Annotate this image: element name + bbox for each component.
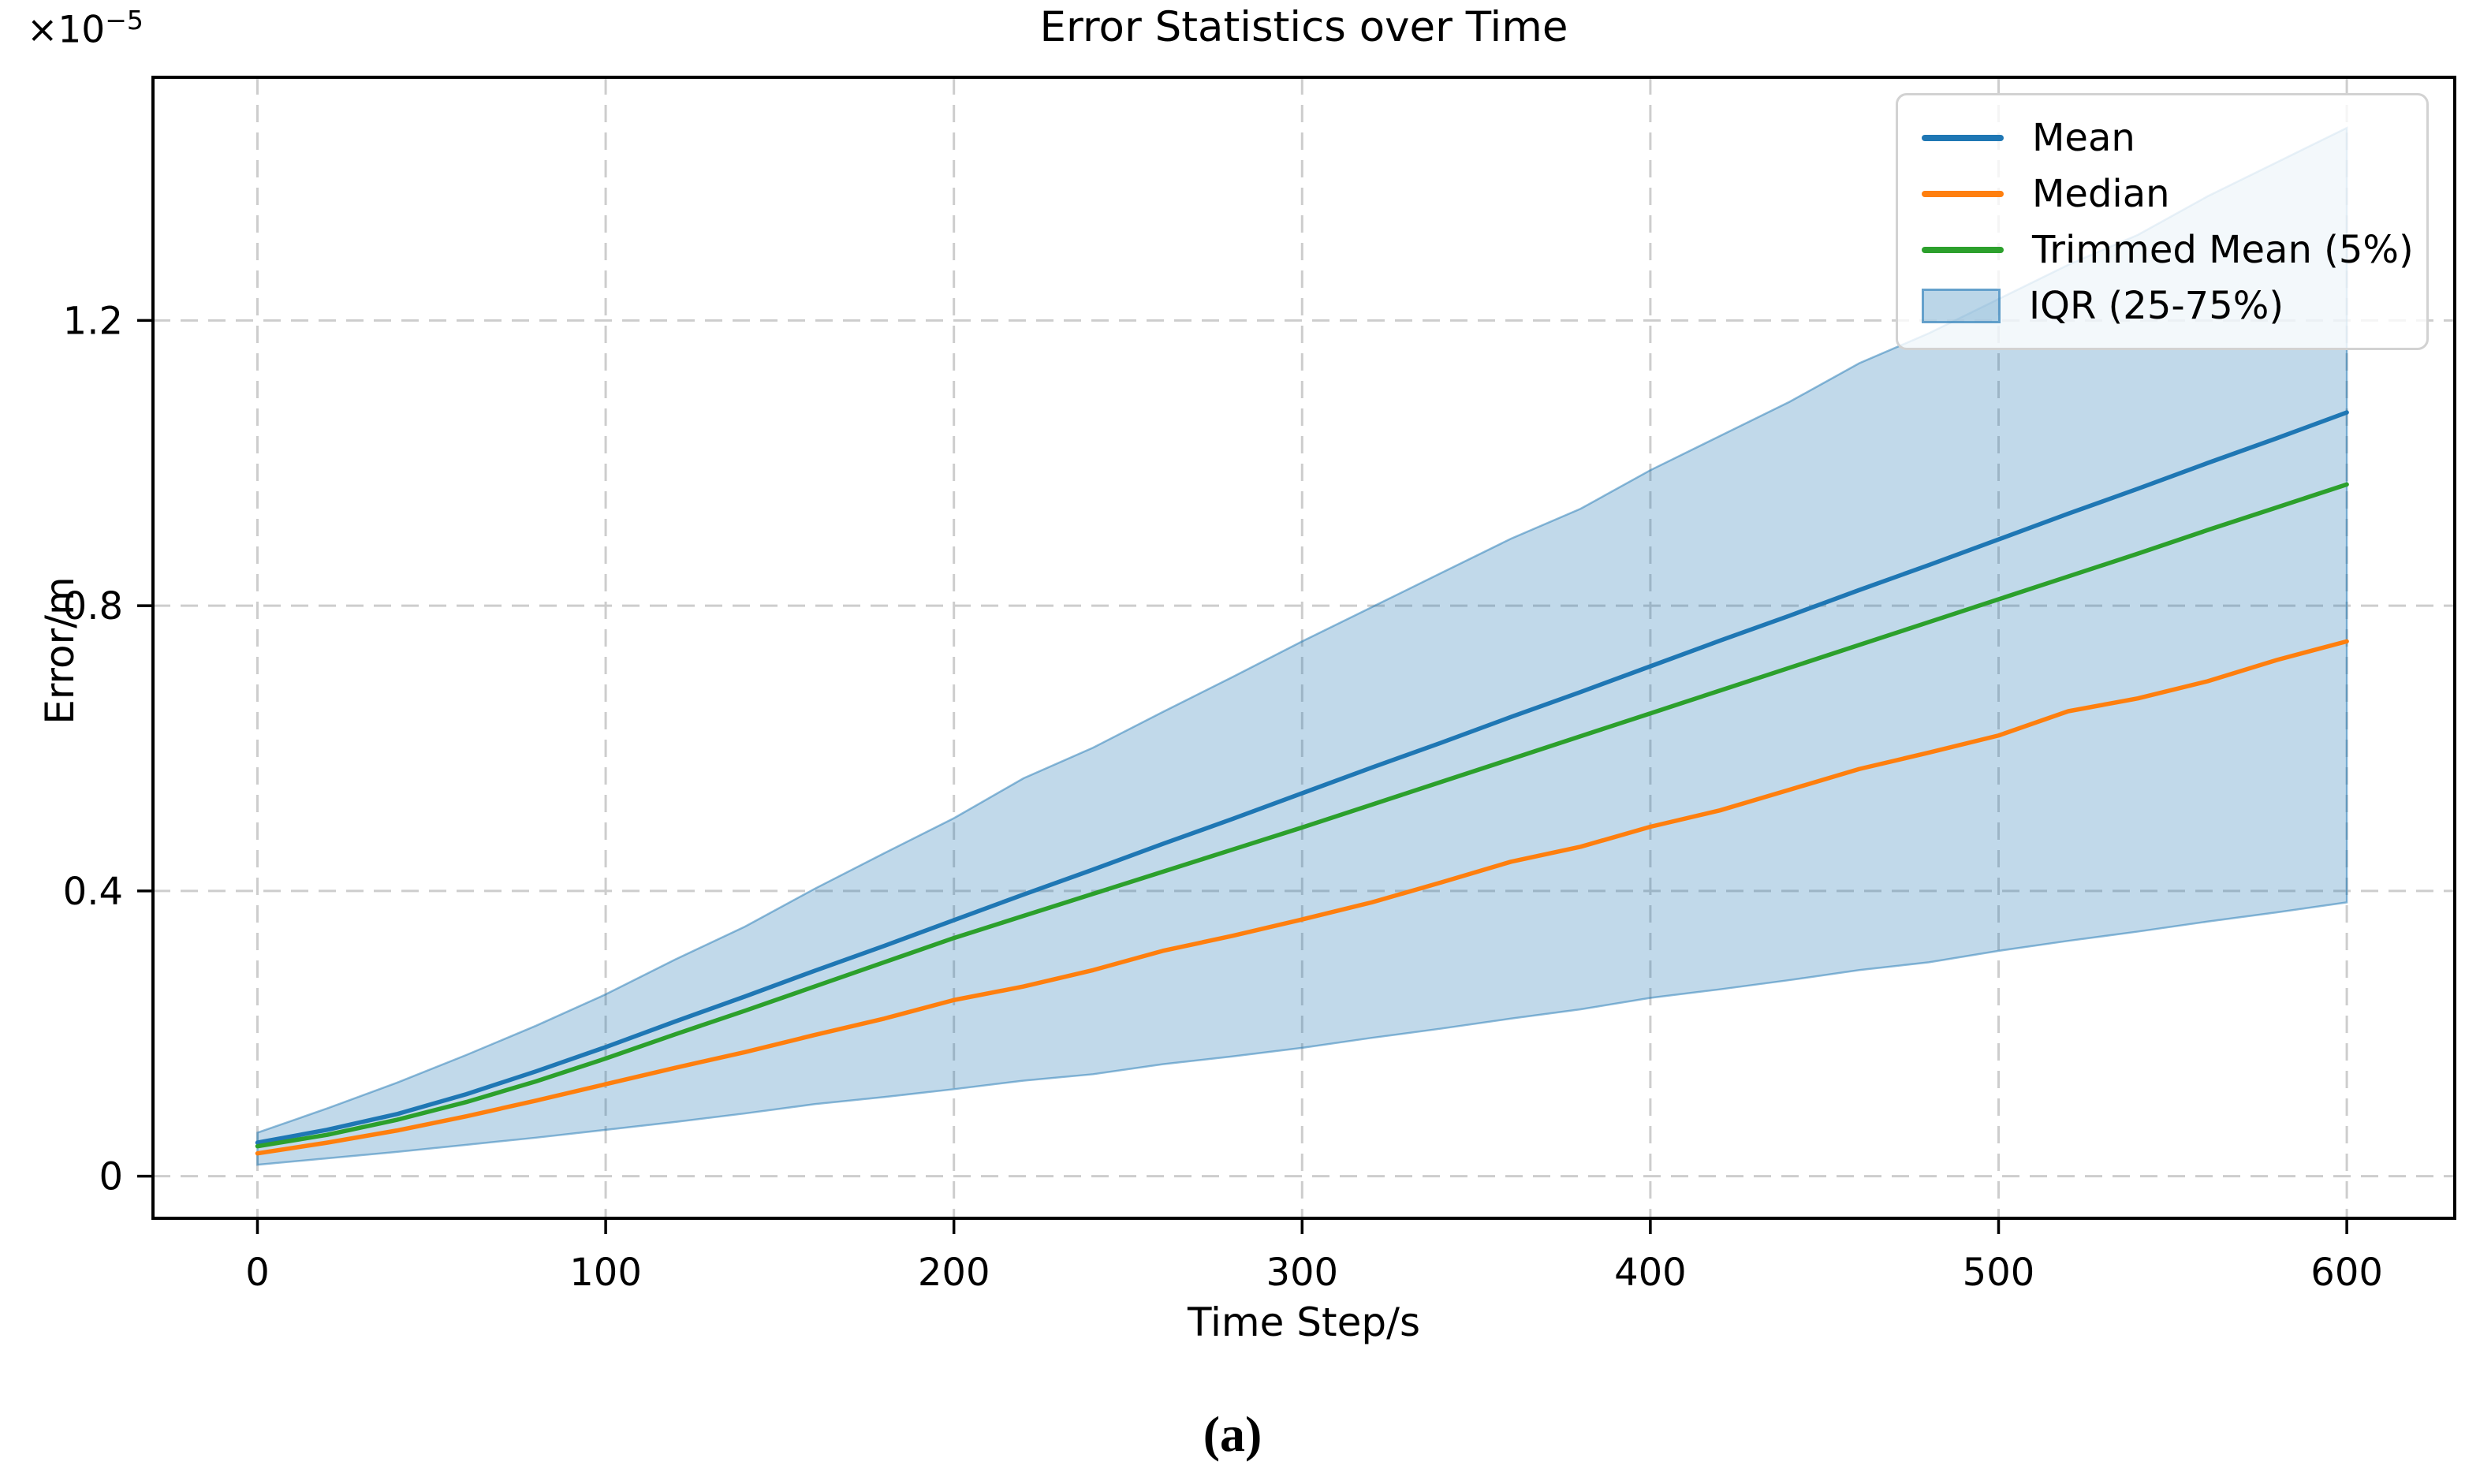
y-tick-label: 1.2 xyxy=(63,299,123,343)
legend-item-label: Mean xyxy=(2032,115,2135,160)
line-mean xyxy=(255,410,2349,1145)
x-tick-label: 200 xyxy=(918,1251,990,1295)
legend-line-swatch xyxy=(1922,190,2004,197)
x-tick-label: 600 xyxy=(2310,1251,2383,1295)
legend-item: Mean xyxy=(1922,119,2403,157)
chart-title: Error Statistics over Time xyxy=(1039,3,1568,51)
y-axis-label: Error/m xyxy=(37,576,83,725)
x-tick-label: 300 xyxy=(1266,1251,1338,1295)
x-tick-label: 500 xyxy=(1963,1251,2035,1295)
x-tick-label: 100 xyxy=(569,1251,642,1295)
plot-frame xyxy=(151,76,2456,1220)
legend-item-label: IQR (25-75%) xyxy=(2029,283,2284,328)
tick-labels: 0 100 200 300 400 500 600 0 0.4 0.8 1.2 xyxy=(63,299,2383,1295)
legend-item-label: Median xyxy=(2032,171,2170,216)
legend-item: Trimmed Mean (5%) xyxy=(1922,231,2414,269)
x-axis-label: Time Step/s xyxy=(1188,1299,1420,1345)
legend-box: Mean Median Trimmed Mean (5%) IQR (25-75%) xyxy=(1896,93,2429,350)
y-tick-label: 0.8 xyxy=(63,584,123,628)
legend-line-swatch xyxy=(1922,134,2004,141)
subfigure-caption: (a) xyxy=(1203,1406,1262,1462)
line-median xyxy=(255,639,2349,1156)
legend-item: Median xyxy=(1922,175,2403,213)
y-tick-label: 0 xyxy=(99,1155,123,1199)
axes-spines xyxy=(151,76,2456,1220)
series-lines xyxy=(255,410,2349,1156)
offset-exponent: −5 xyxy=(105,5,144,35)
y-axis-offset-text: ×10−5 xyxy=(27,5,144,52)
legend-item-label: Trimmed Mean (5%) xyxy=(2032,227,2414,272)
x-tick-label: 0 xyxy=(245,1251,270,1295)
offset-base: ×10 xyxy=(27,8,106,52)
line-trimmed-mean-5 xyxy=(255,482,2349,1149)
tick-marks xyxy=(137,319,2348,1234)
legend-patch-swatch xyxy=(1922,288,2001,323)
iqr-band xyxy=(256,126,2348,1166)
iqr-band-area xyxy=(256,126,2348,1166)
x-tick-label: 400 xyxy=(1614,1251,1687,1295)
y-tick-label: 0.4 xyxy=(63,870,123,914)
legend-line-swatch xyxy=(1922,246,2004,253)
legend-item: IQR (25-75%) xyxy=(1922,287,2403,325)
